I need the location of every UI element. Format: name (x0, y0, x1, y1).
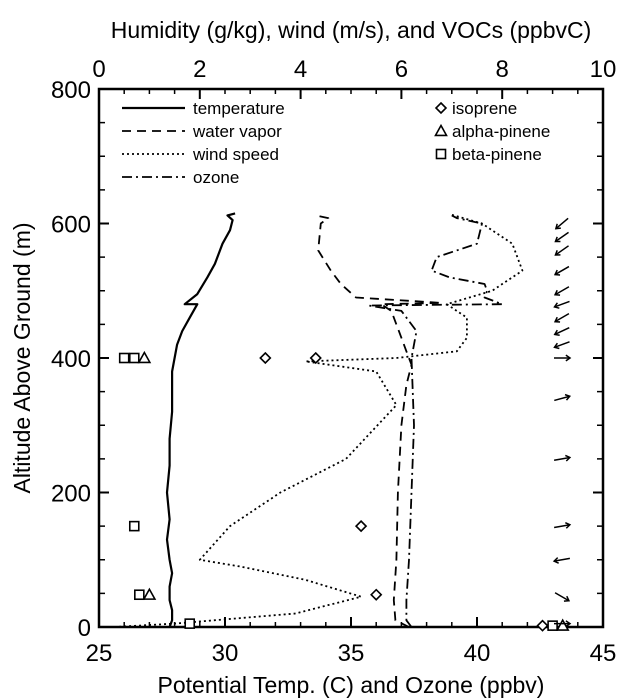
legend: temperature water vapor wind speed ozone iso… (122, 99, 550, 187)
beta-pinene-point (128, 352, 140, 364)
wind-arrow-head (565, 521, 572, 529)
bottom-tick-label: 25 (86, 640, 113, 667)
alpha-pinene-point (142, 587, 157, 600)
wind-arrow-shaft (555, 245, 569, 256)
wind-arrow-shaft (554, 265, 570, 276)
wind-speed-line (114, 213, 524, 628)
beta-pinene-point (184, 618, 196, 629)
wind-arrow-head (553, 302, 560, 309)
top-tick-label: 4 (294, 56, 307, 83)
ozone-line (367, 214, 504, 628)
top-tick-label: 6 (395, 56, 408, 83)
wind-arrow-head (553, 269, 561, 276)
wind-arrow-shaft (554, 327, 570, 336)
y-axis-title: Altitude Above Ground (m) (9, 222, 35, 493)
wind-direction-arrows (552, 217, 572, 628)
legend-label: temperature (193, 99, 285, 118)
water-vapor-line (315, 214, 443, 628)
wind-arrow-shaft (554, 592, 570, 602)
legend-label: isoprene (452, 99, 517, 118)
isoprene-point (259, 351, 272, 365)
top-axis-title: Humidity (g/kg), wind (m/s), and VOCs (p… (111, 17, 592, 43)
bottom-axis-title: Potential Temp. (C) and Ozone (ppbv) (158, 672, 545, 698)
wind-arrow-head (565, 454, 572, 462)
beta-pinene-point (547, 620, 558, 631)
wind-arrow-shaft (555, 217, 569, 230)
alpha-pinene-point (555, 618, 570, 631)
wind-arrow-head (565, 620, 572, 628)
alpha-pinene-point (137, 350, 152, 364)
y-tick-label: 600 (51, 212, 91, 239)
beta-pinene-point (128, 520, 140, 532)
isoprene-point (370, 588, 383, 601)
wind-arrow-head (554, 223, 561, 230)
wind-arrow-head (552, 557, 559, 564)
legend-label: beta-pinene (452, 145, 542, 164)
wind-arrow-head (564, 393, 572, 401)
wind-arrow-head (553, 316, 561, 323)
isoprene-point (536, 619, 549, 632)
wind-arrow-shaft (553, 456, 571, 462)
wind-arrow-head (565, 354, 572, 362)
wind-arrow-shaft (555, 231, 569, 243)
y-tick-label: 800 (51, 77, 91, 104)
legend-marker-square (435, 148, 447, 160)
beta-pinene-point (118, 352, 130, 364)
legend-label: ozone (193, 168, 239, 187)
top-tick-label: 10 (590, 56, 617, 83)
y-tick-label: 400 (51, 346, 91, 373)
wind-arrow-shaft (554, 300, 570, 308)
legend-label: alpha-pinene (452, 122, 550, 141)
isoprene-point (309, 351, 322, 365)
top-tick-label: 8 (496, 56, 509, 83)
wind-arrow-shaft (554, 286, 570, 296)
temperature-line (165, 212, 236, 628)
wind-arrow-shaft (553, 557, 571, 562)
series-layer (114, 212, 570, 632)
wind-arrow-shaft (554, 313, 570, 323)
wind-arrow-shaft (554, 395, 570, 402)
wind-arrow-head (553, 289, 561, 296)
bottom-tick-label: 30 (212, 640, 239, 667)
bottom-tick-label: 40 (464, 640, 491, 667)
y-tick-label: 0 (78, 615, 91, 642)
wind-arrow-head (554, 250, 561, 256)
wind-arrow-shaft (554, 341, 570, 348)
y-tick-label: 200 (51, 481, 91, 508)
wind-arrow-head (563, 595, 571, 602)
legend-label: wind speed (192, 145, 279, 164)
isoprene-point (354, 519, 368, 533)
beta-pinene-point (134, 589, 145, 601)
wind-arrow-head (553, 329, 560, 337)
top-tick-label: 2 (193, 56, 206, 83)
wind-arrow-head (553, 342, 560, 350)
bottom-tick-label: 45 (590, 640, 617, 667)
wind-arrow-head (554, 236, 561, 243)
legend-label: water vapor (192, 122, 282, 141)
axis-ticks: 25 30 35 40 45 0 2 4 6 8 10 0 200 400 600 800 (51, 56, 616, 667)
top-tick-label: 0 (92, 56, 105, 83)
legend-marker-triangle (434, 123, 448, 137)
wind-arrow-shaft (553, 523, 571, 529)
legend-marker-diamond (434, 101, 448, 115)
bottom-tick-label: 35 (338, 640, 365, 667)
